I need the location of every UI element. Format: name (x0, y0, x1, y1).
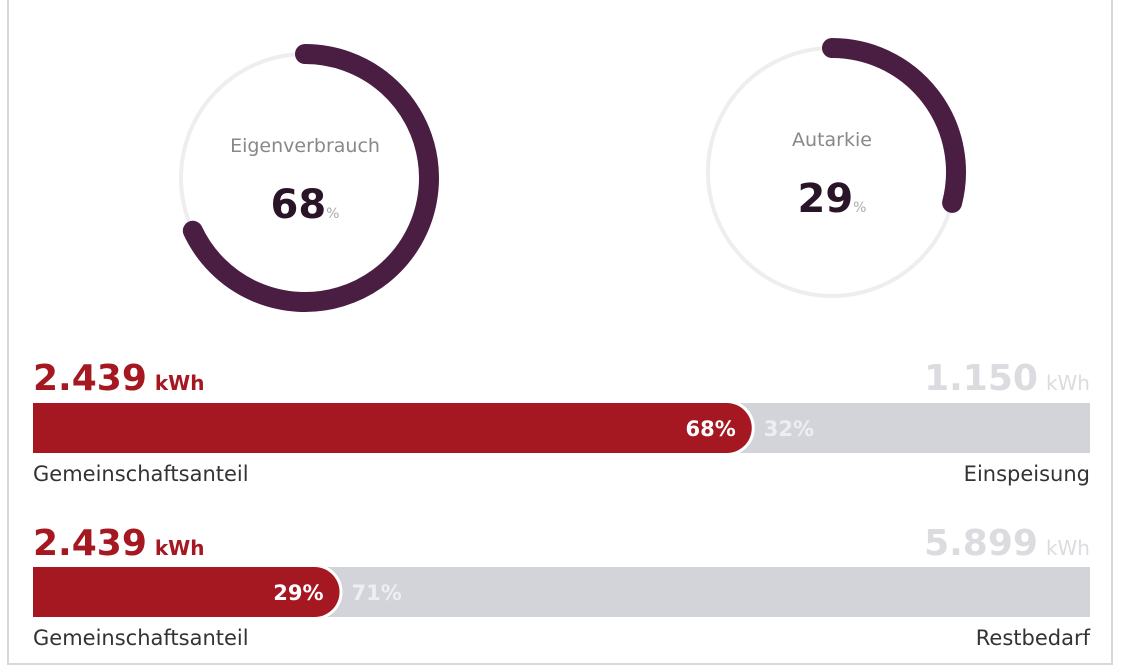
left-bar-edge (30, 400, 33, 456)
gauge-number: 68 (271, 182, 327, 228)
right-amount: 1.150 kWh (924, 358, 1090, 399)
right-bar (731, 403, 1090, 453)
left-percent: 29% (273, 581, 323, 605)
left-amount-value: 2.439 (33, 523, 147, 564)
right-amount: 5.899 kWh (924, 523, 1090, 564)
gauge-arc (182, 44, 439, 312)
gauge-label: Autarkie (792, 129, 872, 151)
left-amount-unit: kWh (155, 371, 205, 395)
left-bar (30, 400, 755, 456)
left-label: Gemeinschaftsanteil (33, 462, 249, 486)
gauge-label: Eigenverbrauch (230, 135, 380, 157)
right-amount-unit: kWh (1046, 371, 1090, 395)
left-amount-unit: kWh (155, 536, 205, 560)
gauge-unit: % (326, 206, 339, 222)
right-amount-unit: kWh (1046, 536, 1090, 560)
left-bar-edge (30, 564, 33, 620)
left-amount: 2.439 kWh (33, 358, 204, 399)
left-label: Gemeinschaftsanteil (33, 626, 249, 650)
left-amount: 2.439 kWh (33, 523, 204, 564)
gauge-unit: % (853, 200, 866, 216)
right-amount-value: 1.150 (924, 358, 1038, 399)
right-amount-value: 5.899 (924, 523, 1038, 564)
right-label: Restbedarf (976, 626, 1091, 650)
gauge-value: 68% (271, 182, 340, 228)
gauge-arc (822, 38, 966, 213)
gauge-value: 29% (798, 176, 867, 222)
gauge-number: 29 (798, 176, 854, 222)
right-percent: 71% (352, 581, 402, 605)
left-bar (30, 564, 343, 620)
frame (7, 0, 1113, 665)
left-amount-value: 2.439 (33, 358, 147, 399)
right-bar (319, 567, 1090, 617)
right-label: Einspeisung (964, 462, 1090, 486)
right-percent: 32% (764, 417, 814, 441)
left-percent: 68% (685, 417, 735, 441)
